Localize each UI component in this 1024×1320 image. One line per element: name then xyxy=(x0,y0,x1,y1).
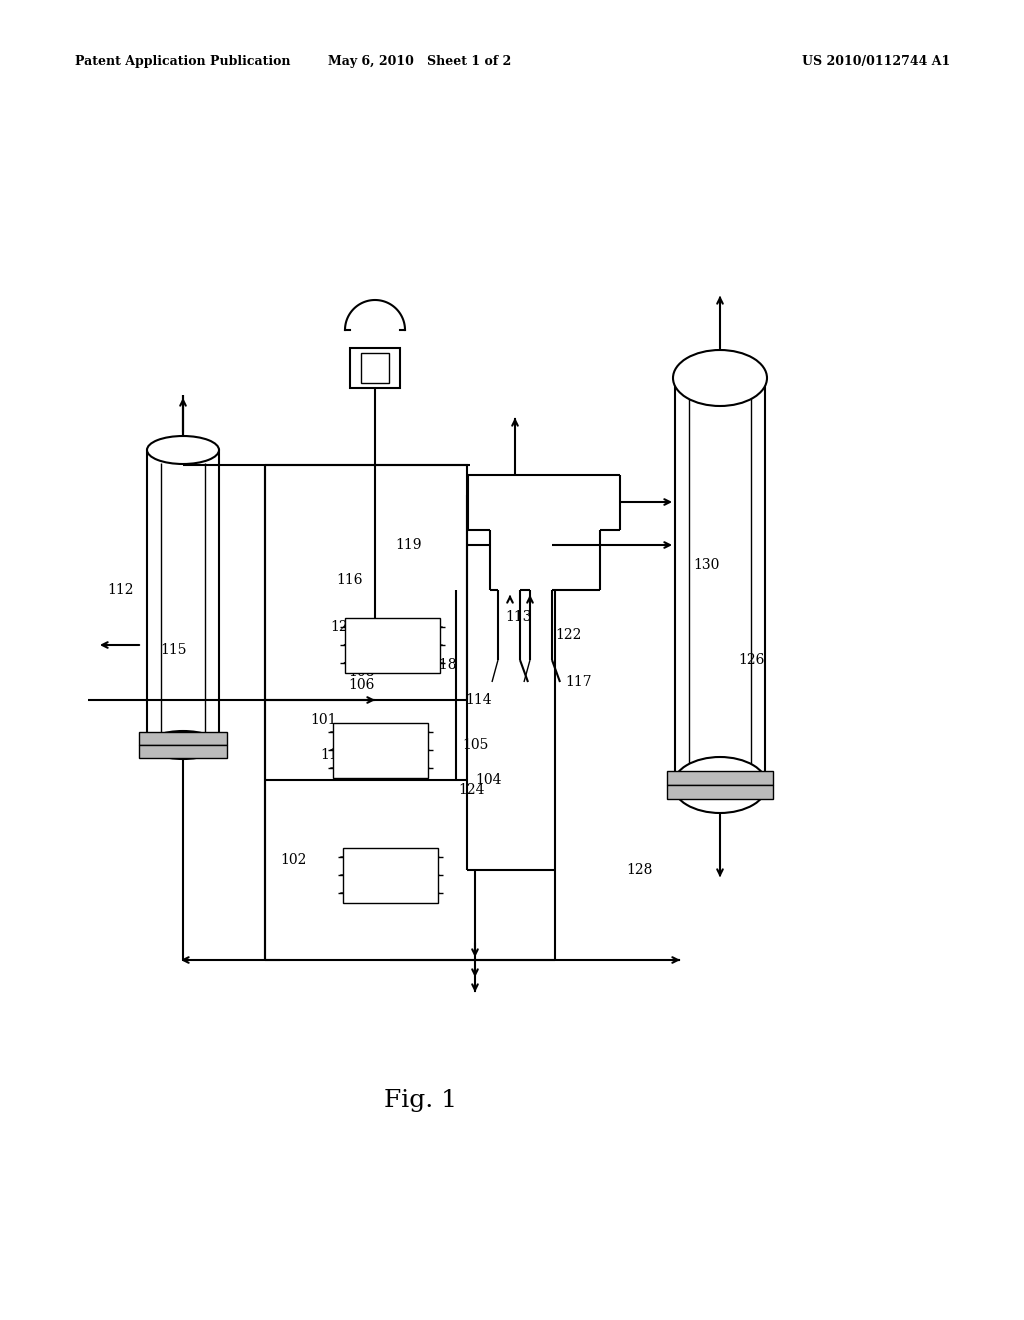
Text: 110: 110 xyxy=(319,748,346,762)
Text: 108: 108 xyxy=(348,665,375,678)
Ellipse shape xyxy=(147,436,219,465)
Text: 105: 105 xyxy=(462,738,488,752)
Text: 117: 117 xyxy=(565,675,592,689)
Text: US 2010/0112744 A1: US 2010/0112744 A1 xyxy=(802,55,950,69)
Text: 130: 130 xyxy=(693,558,720,572)
Text: 128: 128 xyxy=(626,863,652,876)
Text: 106: 106 xyxy=(348,678,375,692)
Text: 120: 120 xyxy=(330,620,356,634)
Text: 118: 118 xyxy=(430,657,457,672)
Text: Fig. 1: Fig. 1 xyxy=(384,1089,457,1111)
Bar xyxy=(350,348,400,388)
Bar xyxy=(667,771,773,785)
Ellipse shape xyxy=(673,350,767,407)
Text: 124: 124 xyxy=(458,783,484,797)
Text: May 6, 2010   Sheet 1 of 2: May 6, 2010 Sheet 1 of 2 xyxy=(329,55,512,69)
Bar xyxy=(667,785,773,799)
Ellipse shape xyxy=(673,756,767,813)
Bar xyxy=(139,744,227,758)
Bar xyxy=(345,618,440,673)
Text: 112: 112 xyxy=(106,583,133,597)
Bar xyxy=(147,450,219,744)
Text: 103: 103 xyxy=(400,847,426,862)
Ellipse shape xyxy=(147,731,219,759)
Text: 102: 102 xyxy=(280,853,306,867)
Text: 113: 113 xyxy=(505,610,531,624)
Text: 122: 122 xyxy=(555,628,582,642)
Text: 104: 104 xyxy=(475,774,502,787)
Text: 115: 115 xyxy=(160,643,186,657)
Bar xyxy=(343,847,438,903)
Bar xyxy=(361,352,389,383)
Text: 116: 116 xyxy=(336,573,362,587)
Text: 119: 119 xyxy=(395,539,422,552)
Bar xyxy=(675,378,765,785)
Bar xyxy=(333,723,428,777)
Bar xyxy=(139,733,227,744)
Text: 101: 101 xyxy=(310,713,337,727)
Text: Patent Application Publication: Patent Application Publication xyxy=(75,55,291,69)
Text: 114: 114 xyxy=(465,693,492,708)
Text: 126: 126 xyxy=(738,653,764,667)
